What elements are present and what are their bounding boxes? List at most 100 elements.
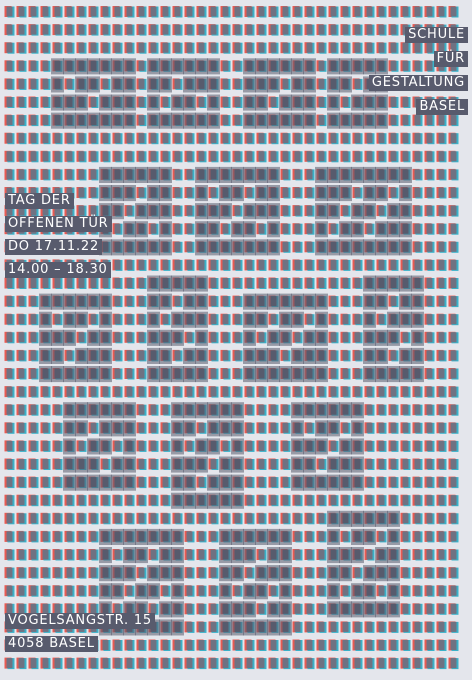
grid-cell — [376, 259, 387, 271]
grid-cell — [4, 368, 15, 380]
grid-cell — [243, 366, 256, 383]
grid-cell — [99, 528, 112, 545]
grid-cell — [436, 639, 447, 651]
grid-cell — [16, 567, 27, 579]
grid-cell — [327, 456, 340, 473]
grid-cell — [340, 657, 351, 670]
grid-cell — [88, 24, 99, 36]
grid-cell — [244, 657, 255, 670]
grid-cell — [292, 657, 303, 670]
grid-cell — [436, 494, 447, 507]
grid-cell — [376, 132, 387, 145]
grid-cell — [220, 349, 231, 362]
grid-cell — [208, 621, 219, 633]
grid-cell — [171, 94, 184, 111]
grid-cell — [280, 476, 291, 489]
grid-cell — [436, 132, 447, 145]
grid-cell — [388, 150, 399, 163]
grid-cell — [16, 96, 27, 108]
grid-cell — [4, 657, 15, 670]
grid-cell — [268, 277, 279, 289]
grid-cell — [76, 440, 87, 452]
grid-cell — [424, 458, 435, 470]
grid-cell — [279, 619, 292, 636]
grid-cell — [40, 440, 51, 452]
grid-cell — [220, 114, 231, 127]
grid-cell — [4, 422, 15, 434]
grid-cell — [123, 58, 136, 75]
grid-cell — [340, 585, 351, 597]
grid-cell — [352, 150, 363, 163]
grid-cell — [183, 366, 196, 383]
grid-cell — [147, 565, 160, 582]
grid-cell — [340, 530, 351, 543]
grid-cell — [243, 347, 256, 364]
grid-cell — [412, 458, 423, 470]
grid-cell — [112, 639, 123, 651]
grid-cell — [75, 76, 88, 93]
grid-cell — [376, 205, 387, 217]
grid-cell — [75, 311, 88, 328]
grid-cell — [400, 494, 411, 507]
grid-cell — [448, 404, 459, 416]
grid-cell — [351, 58, 364, 75]
grid-cell — [195, 347, 208, 364]
grid-cell — [184, 621, 195, 633]
grid-cell — [75, 347, 88, 364]
grid-cell — [424, 150, 435, 163]
grid-cell — [388, 114, 399, 127]
grid-cell — [339, 438, 352, 455]
grid-cell — [63, 366, 76, 383]
grid-cell — [448, 476, 459, 489]
grid-cell — [256, 458, 267, 470]
grid-cell — [400, 530, 411, 543]
grid-cell — [327, 166, 340, 183]
grid-cell — [291, 76, 304, 93]
grid-cell — [159, 293, 172, 310]
grid-cell — [160, 458, 171, 470]
grid-cell — [256, 386, 267, 398]
grid-cell — [375, 239, 388, 256]
grid-cell — [207, 76, 220, 93]
grid-cell — [99, 329, 112, 346]
grid-cell — [231, 601, 244, 618]
grid-cell — [136, 150, 147, 163]
grid-cell — [388, 24, 399, 36]
grid-cell — [339, 510, 352, 527]
grid-cell — [316, 78, 327, 90]
grid-cell — [207, 58, 220, 75]
grid-cell — [219, 185, 232, 202]
grid-cell — [424, 6, 435, 18]
grid-cell — [124, 277, 135, 289]
grid-cell — [196, 639, 207, 651]
grid-cell — [4, 512, 15, 525]
grid-cell — [412, 440, 423, 452]
grid-cell — [159, 601, 172, 618]
grid-cell — [400, 259, 411, 271]
grid-cell — [28, 549, 39, 561]
grid-cell — [387, 221, 400, 238]
grid-cell — [256, 259, 267, 271]
grid-cell — [52, 24, 63, 36]
grid-cell — [88, 150, 99, 163]
grid-cell — [399, 221, 412, 238]
grid-cell — [88, 494, 99, 507]
grid-cell — [231, 239, 244, 256]
grid-cell — [328, 6, 339, 18]
grid-cell — [52, 168, 63, 181]
grid-cell — [315, 420, 328, 437]
grid-cell — [232, 331, 243, 344]
grid-cell — [88, 549, 99, 561]
grid-cell — [280, 187, 291, 199]
grid-cell — [124, 132, 135, 145]
grid-cell — [183, 311, 196, 328]
grid-cell — [244, 476, 255, 489]
grid-cell — [159, 547, 172, 564]
grid-cell — [316, 639, 327, 651]
grid-cell — [388, 42, 399, 54]
grid-cell — [327, 239, 340, 256]
grid-cell — [28, 567, 39, 579]
grid-cell — [124, 585, 135, 597]
grid-cell — [424, 241, 435, 253]
grid-cell — [87, 438, 100, 455]
